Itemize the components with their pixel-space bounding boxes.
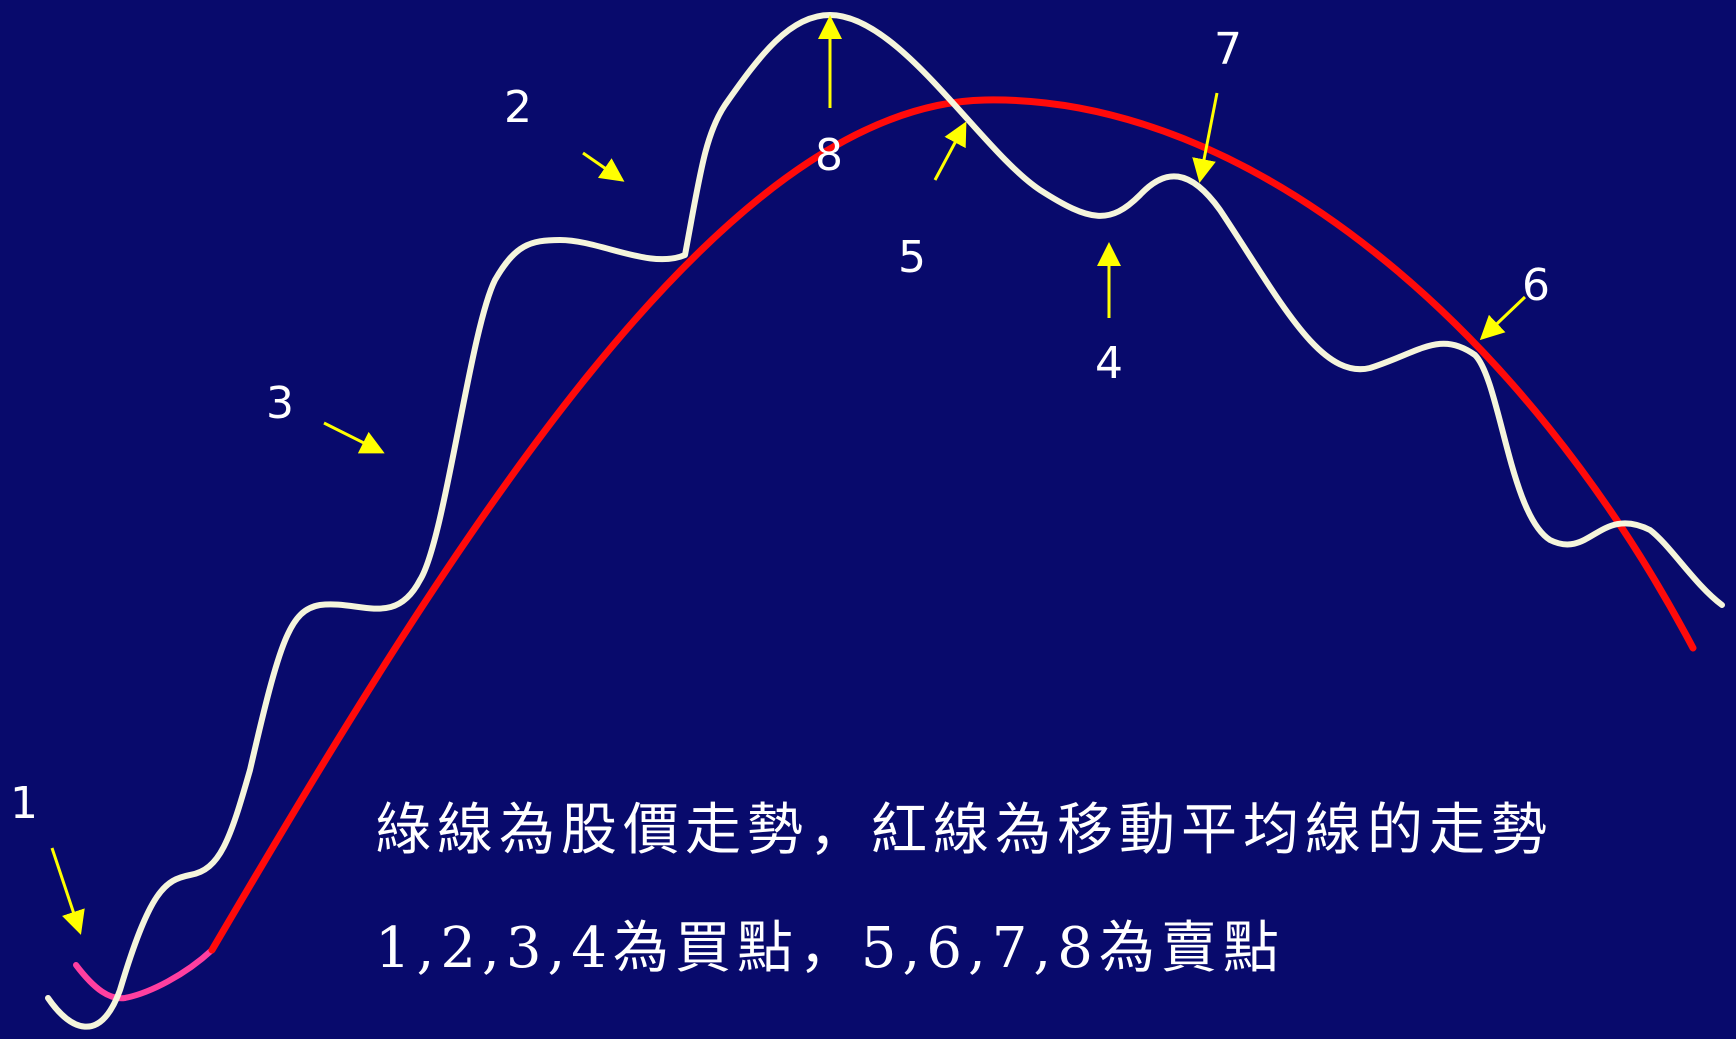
moving-average-start-segment <box>73 947 215 1002</box>
marker-label-1: 1 <box>10 778 38 829</box>
marker-label-6: 6 <box>1522 260 1550 311</box>
caption-line-2: 1,2,3,4為買點，5,6,7,8為賣點 <box>375 916 1285 981</box>
arrow-3 <box>323 421 385 454</box>
marker-label-3: 3 <box>266 378 294 429</box>
stock-price-line <box>45 12 1725 1030</box>
arrow-1 <box>50 847 85 935</box>
marker-label-5: 5 <box>898 232 926 283</box>
marker-label-2: 2 <box>504 82 532 133</box>
marker-label-4: 4 <box>1095 338 1123 389</box>
caption-line-1: 綠線為股價走勢，紅線為移動平均線的走勢 <box>375 798 1553 863</box>
arrow-7 <box>1192 92 1219 183</box>
moving-average-line <box>208 96 1697 954</box>
arrow-5 <box>933 121 967 181</box>
marker-label-7: 7 <box>1214 24 1242 75</box>
marker-label-8: 8 <box>815 130 843 181</box>
arrow-2 <box>582 151 625 182</box>
arrow-6 <box>1479 295 1527 341</box>
